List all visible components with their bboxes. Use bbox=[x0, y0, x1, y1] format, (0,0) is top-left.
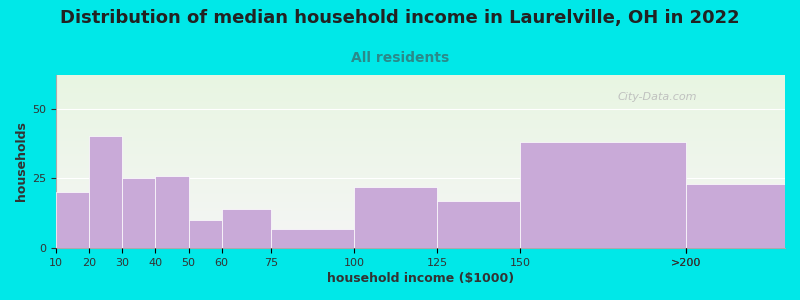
Bar bbox=[271, 229, 354, 248]
Y-axis label: households: households bbox=[15, 122, 28, 202]
Text: All residents: All residents bbox=[351, 51, 449, 65]
Bar bbox=[56, 192, 89, 248]
Bar bbox=[520, 142, 686, 248]
Text: Distribution of median household income in Laurelville, OH in 2022: Distribution of median household income … bbox=[60, 9, 740, 27]
Bar bbox=[354, 187, 437, 248]
Text: City-Data.com: City-Data.com bbox=[618, 92, 697, 102]
Bar bbox=[122, 178, 155, 248]
X-axis label: household income ($1000): household income ($1000) bbox=[327, 272, 514, 285]
Bar bbox=[222, 209, 271, 248]
Bar bbox=[155, 176, 189, 248]
Bar bbox=[437, 201, 520, 248]
Bar bbox=[189, 220, 222, 248]
Bar bbox=[89, 136, 122, 248]
Bar bbox=[686, 184, 785, 248]
